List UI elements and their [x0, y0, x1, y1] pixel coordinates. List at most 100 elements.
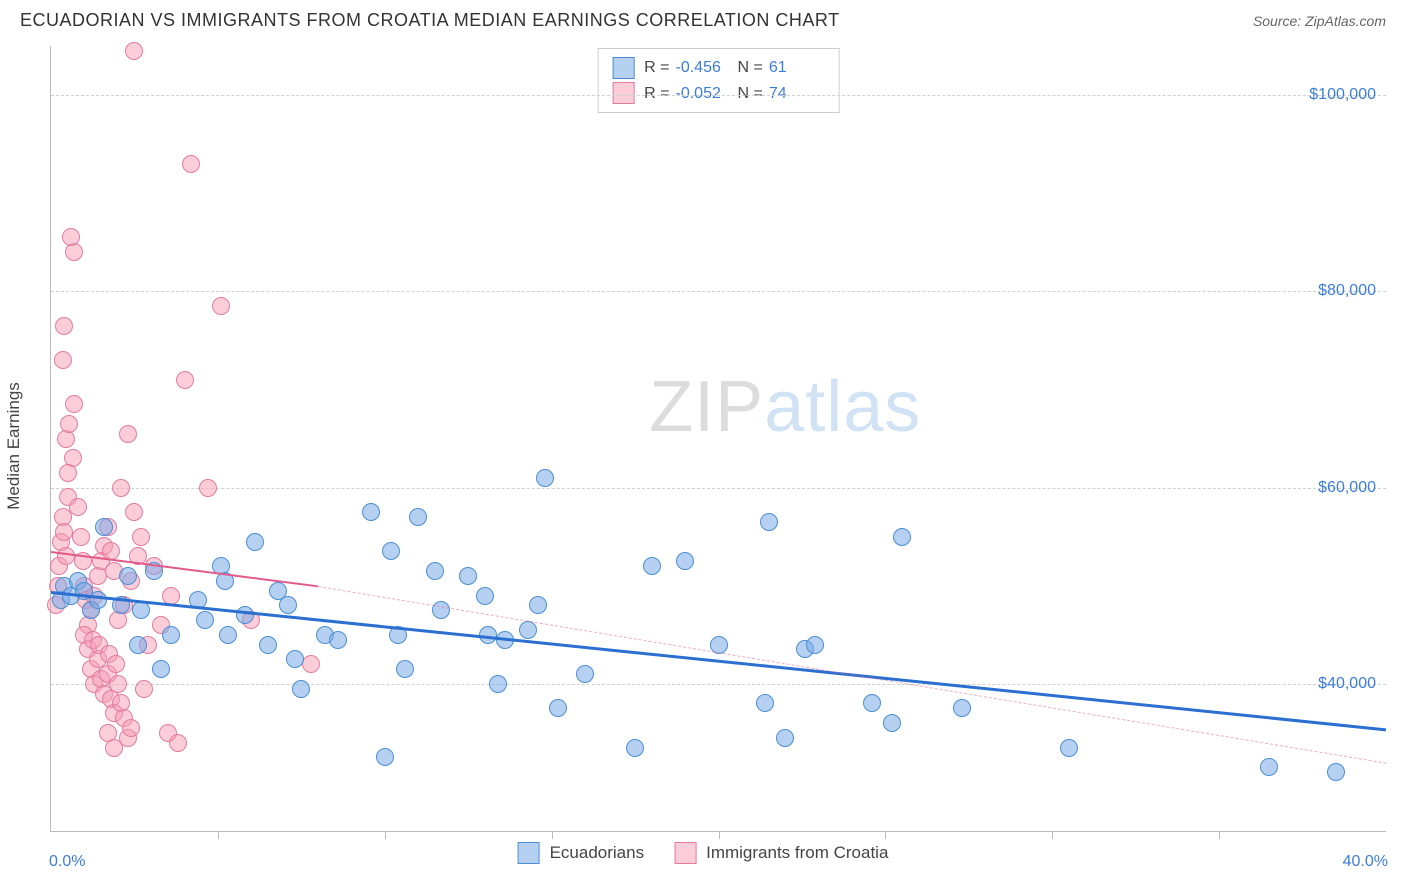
data-point: [100, 645, 118, 663]
data-point: [65, 243, 83, 261]
data-point: [196, 611, 214, 629]
data-point: [1260, 758, 1278, 776]
data-point: [122, 719, 140, 737]
data-point: [409, 508, 427, 526]
legend-label-series1: Ecuadorians: [550, 843, 645, 863]
data-point: [72, 528, 90, 546]
trend-line: [51, 591, 1386, 731]
data-point: [60, 415, 78, 433]
data-point: [79, 616, 97, 634]
data-point: [75, 577, 93, 595]
data-point: [107, 655, 125, 673]
data-point: [269, 582, 287, 600]
data-point: [806, 636, 824, 654]
data-point: [89, 591, 107, 609]
data-point: [125, 42, 143, 60]
legend-item-series2: Immigrants from Croatia: [674, 842, 888, 864]
data-point: [536, 469, 554, 487]
data-point: [643, 557, 661, 575]
data-point: [62, 228, 80, 246]
data-point: [576, 665, 594, 683]
grid-line: [51, 684, 1386, 685]
data-point: [95, 537, 113, 555]
data-point: [89, 567, 107, 585]
x-tick-mark: [1052, 831, 1053, 839]
data-point: [316, 626, 334, 644]
stats-legend-row: R = -0.052 N = 74: [612, 81, 825, 107]
data-point: [459, 567, 477, 585]
data-point: [47, 596, 65, 614]
data-point: [132, 528, 150, 546]
data-point: [476, 587, 494, 605]
series-legend: Ecuadorians Immigrants from Croatia: [518, 842, 889, 864]
data-point: [55, 523, 73, 541]
grid-line: [51, 488, 1386, 489]
data-point: [54, 351, 72, 369]
stats-legend: R = -0.456 N = 61 R = -0.052 N = 74: [597, 48, 840, 113]
data-point: [382, 542, 400, 560]
data-point: [426, 562, 444, 580]
legend-swatch-series1: [612, 57, 634, 79]
data-point: [92, 552, 110, 570]
data-point: [95, 518, 113, 536]
x-tick-mark: [885, 831, 886, 839]
data-point: [863, 694, 881, 712]
data-point: [90, 636, 108, 654]
data-point: [92, 670, 110, 688]
data-point: [376, 748, 394, 766]
data-point: [122, 572, 140, 590]
data-point: [54, 508, 72, 526]
grid-line: [51, 95, 1386, 96]
data-point: [279, 596, 297, 614]
data-point: [760, 513, 778, 531]
chart-header: ECUADORIAN VS IMMIGRANTS FROM CROATIA ME…: [0, 0, 1406, 37]
data-point: [176, 371, 194, 389]
data-point: [115, 709, 133, 727]
source-prefix: Source:: [1253, 13, 1305, 29]
data-point: [55, 317, 73, 335]
watermark-text: ZIPatlas: [649, 366, 921, 448]
data-point: [159, 724, 177, 742]
data-point: [75, 626, 93, 644]
stats-text-series2: R = -0.052 N = 74: [644, 81, 825, 107]
stats-text-series1: R = -0.456 N = 61: [644, 55, 825, 81]
data-point: [626, 739, 644, 757]
data-point: [57, 430, 75, 448]
data-point: [212, 297, 230, 315]
data-point: [796, 640, 814, 658]
data-point: [246, 533, 264, 551]
data-point: [152, 616, 170, 634]
data-point: [50, 557, 68, 575]
data-point: [82, 660, 100, 678]
data-point: [169, 734, 187, 752]
data-point: [64, 449, 82, 467]
data-point: [883, 714, 901, 732]
data-point: [219, 626, 237, 644]
data-point: [162, 626, 180, 644]
data-point: [52, 533, 70, 551]
data-point: [95, 685, 113, 703]
data-point: [82, 601, 100, 619]
data-point: [89, 650, 107, 668]
data-point: [676, 552, 694, 570]
data-point: [105, 562, 123, 580]
scatter-plot: ZIPatlas R = -0.456 N = 61 R = -0.052 N …: [50, 46, 1386, 832]
trend-line: [318, 586, 1386, 764]
data-point: [119, 425, 137, 443]
data-point: [259, 636, 277, 654]
data-point: [99, 724, 117, 742]
data-point: [59, 464, 77, 482]
legend-label-series2: Immigrants from Croatia: [706, 843, 888, 863]
data-point: [102, 690, 120, 708]
data-point: [329, 631, 347, 649]
trend-line: [51, 551, 318, 587]
y-axis-label: Median Earnings: [4, 382, 24, 510]
data-point: [99, 665, 117, 683]
data-point: [112, 694, 130, 712]
legend-item-series1: Ecuadorians: [518, 842, 645, 864]
watermark-part2: atlas: [764, 367, 921, 447]
data-point: [292, 680, 310, 698]
data-point: [139, 636, 157, 654]
x-tick-mark: [552, 831, 553, 839]
data-point: [1060, 739, 1078, 757]
